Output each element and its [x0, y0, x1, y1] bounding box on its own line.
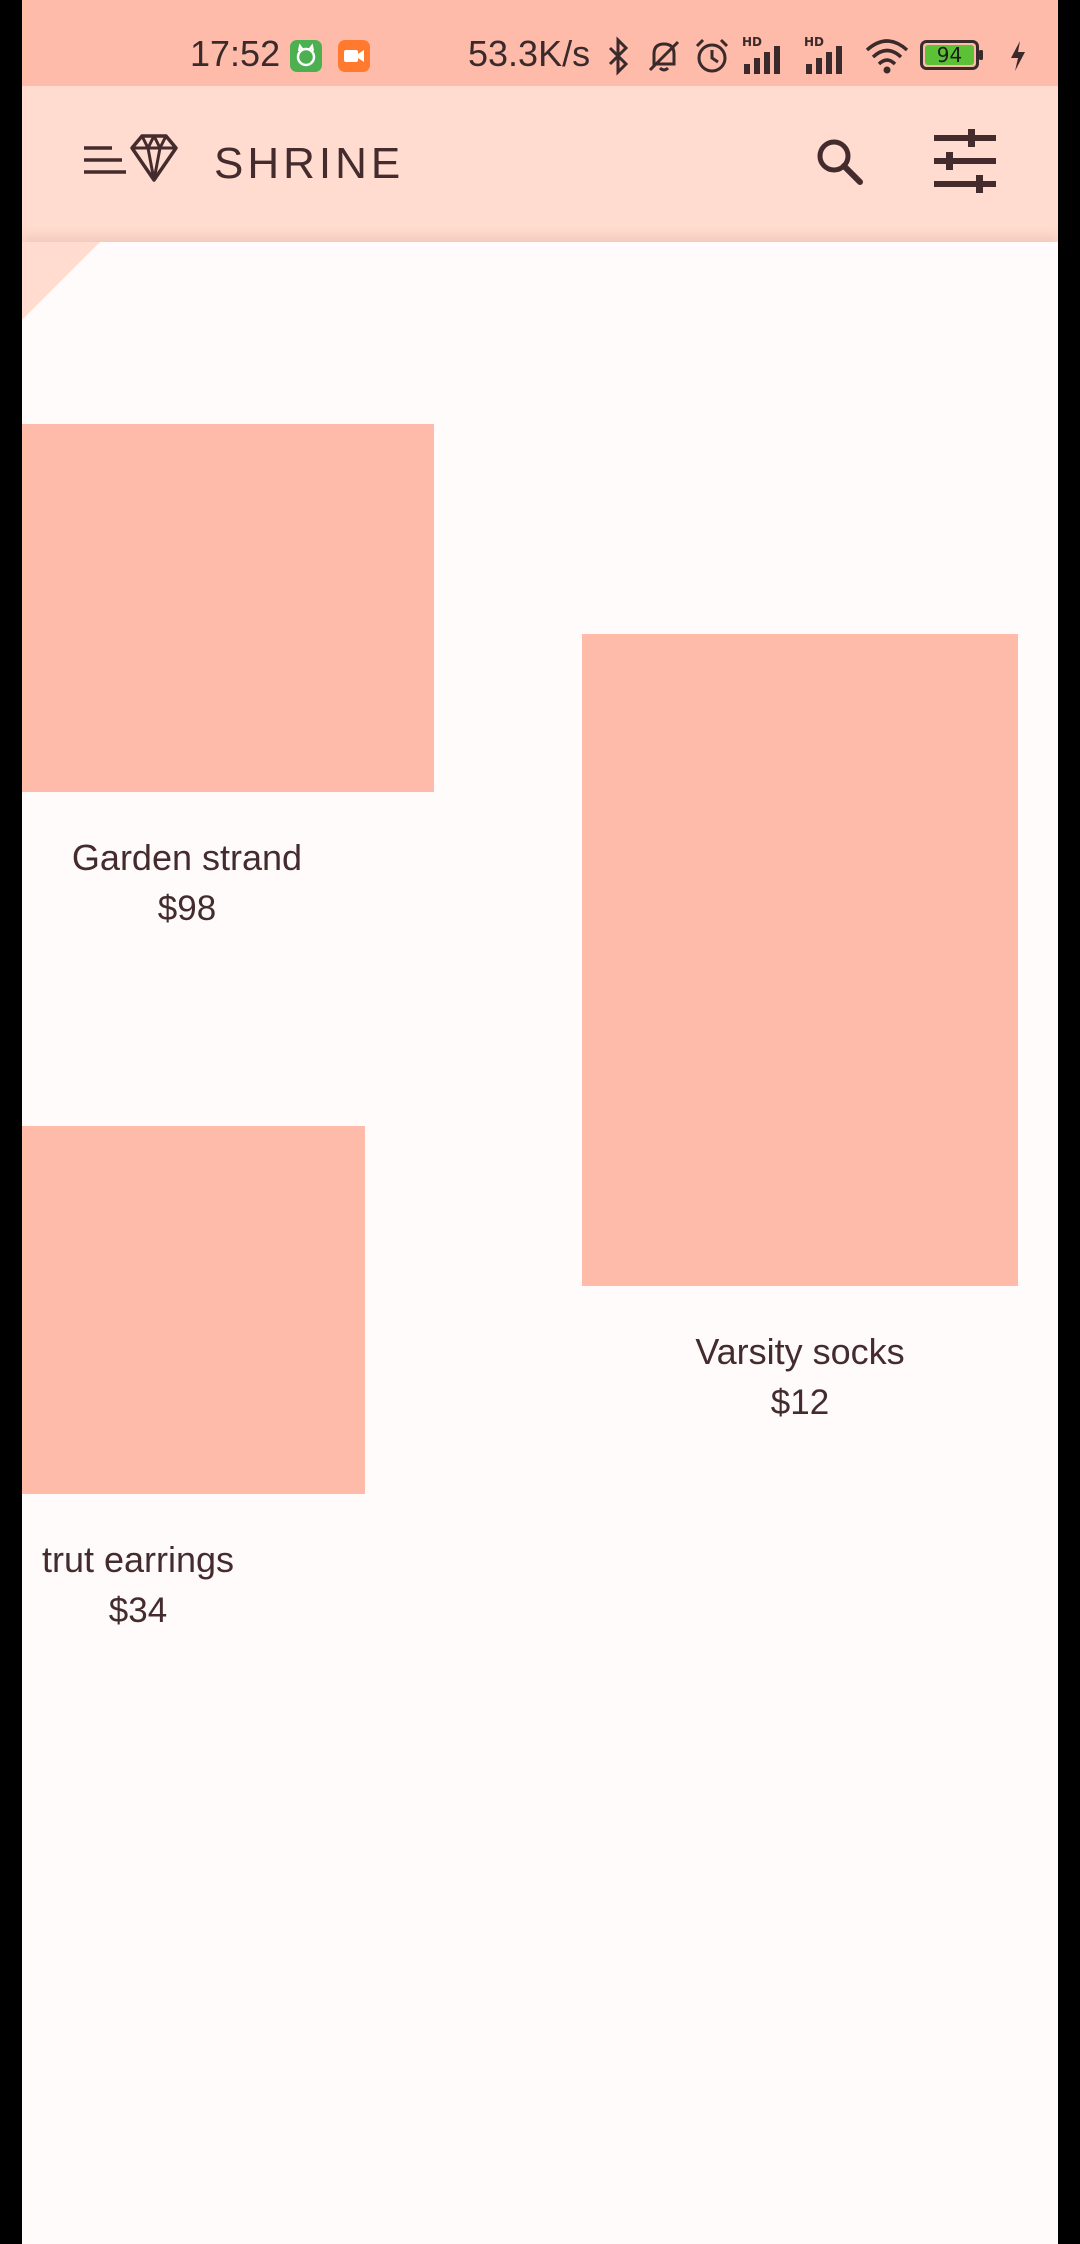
app-title: SHRINE	[214, 139, 405, 188]
signal-hd-icon: HD	[738, 34, 794, 81]
screen: 17:52 53.3K/s	[22, 0, 1058, 2244]
product-name: trut earrings	[41, 1539, 235, 1580]
bluetooth-icon	[604, 36, 634, 81]
alarm-icon	[692, 36, 732, 81]
product-grid: Garden strand $98 trut earrings $34 Vars…	[22, 242, 1058, 2244]
product-image[interactable]	[22, 424, 434, 792]
product-price: $98	[157, 889, 217, 928]
charging-icon	[1008, 40, 1028, 77]
status-bar: 17:52 53.3K/s	[22, 0, 1058, 86]
wifi-icon	[864, 36, 910, 81]
filter-icon[interactable]	[930, 128, 1000, 199]
product-image[interactable]	[22, 1126, 365, 1494]
cat-notification-icon	[290, 40, 322, 77]
product-image[interactable]	[582, 634, 1018, 1286]
svg-text:HD: HD	[742, 35, 762, 49]
product-name: Garden strand	[71, 837, 303, 878]
signal-hd-icon: HD	[800, 34, 856, 81]
menu-icon[interactable]	[82, 142, 132, 187]
backdrop-notch	[22, 242, 100, 320]
battery-icon: 94	[920, 40, 984, 70]
network-speed: 53.3K/s	[468, 33, 591, 74]
product-price: $12	[770, 1383, 830, 1422]
video-notification-icon	[338, 40, 370, 77]
status-time: 17:52	[190, 33, 281, 74]
product-name: Varsity socks	[695, 1331, 905, 1372]
diamond-logo-icon	[126, 130, 182, 191]
app-bar: SHRINE	[22, 86, 1058, 242]
svg-text:HD: HD	[804, 35, 824, 49]
mute-icon	[644, 36, 684, 81]
search-icon[interactable]	[810, 132, 870, 197]
battery-level: 94	[936, 43, 963, 67]
product-price: $34	[108, 1591, 168, 1630]
